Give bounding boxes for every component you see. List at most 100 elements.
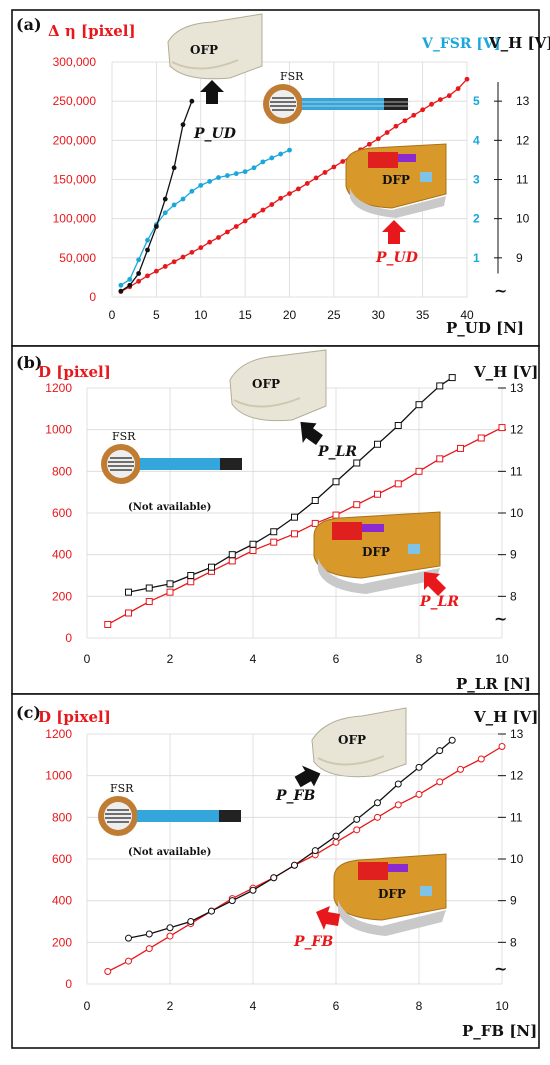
data-point-black <box>436 382 444 390</box>
x-tick-label: 15 <box>238 308 252 322</box>
data-point-red <box>260 207 266 213</box>
y-right-tick-label: 13 <box>510 727 524 741</box>
x-tick-label: 20 <box>283 308 297 322</box>
x-tick-label: 10 <box>194 308 208 322</box>
data-point-black <box>228 551 236 559</box>
panel-a-ofp-annotation: P_UD <box>193 126 237 142</box>
y-left-tick-label: 800 <box>52 810 72 824</box>
data-point-black <box>291 861 298 869</box>
y-left-tick-label: 200 <box>52 589 72 603</box>
panel-a-left-axis-title: Δ η [pixel] <box>48 22 136 40</box>
data-point-black <box>228 897 236 905</box>
y-right-tick-label: 11 <box>516 173 529 187</box>
data-point-black <box>394 422 402 429</box>
data-point-black <box>162 196 168 202</box>
y-left-tick-label: 400 <box>52 894 72 908</box>
y-right-tick-label: 11 <box>510 464 523 478</box>
panel-c-ofp-annotation: P_FB <box>275 788 315 804</box>
data-point-red <box>374 490 381 498</box>
data-point-red <box>332 838 340 846</box>
data-point-red <box>249 547 257 554</box>
x-tick-label: 2 <box>167 999 174 1013</box>
data-point-black <box>332 832 340 840</box>
panel-a-right-axis-title-h: V_H [V] <box>488 34 550 52</box>
data-point-red <box>477 434 485 442</box>
data-point-black <box>249 886 257 894</box>
data-point-red <box>136 278 142 284</box>
panel-b-ofp-arrow <box>300 421 323 445</box>
data-point-red <box>477 755 485 763</box>
series-line-red <box>120 78 468 293</box>
panel-c-dfp-label: DFP <box>378 887 406 901</box>
x-tick-label: 8 <box>416 999 423 1013</box>
data-point-red <box>125 957 132 965</box>
panel-c-label: (c) <box>16 703 41 722</box>
data-point-red <box>311 519 319 527</box>
panel-a: (a) Δ η [pixel] V_FSR [V] V_H [V] 0 50,00… <box>11 9 550 347</box>
data-point-black <box>311 847 319 855</box>
data-point-red <box>429 101 434 107</box>
y-right-tick-label: 13 <box>510 381 524 395</box>
data-point-red <box>498 743 506 750</box>
x-tick-label: 4 <box>250 999 257 1013</box>
y-right-tick-label: 11 <box>510 810 523 824</box>
data-point-black <box>166 924 174 932</box>
data-point-red <box>457 765 464 773</box>
x-tick-label: 8 <box>416 652 423 666</box>
panel-c-fsr-device: FSR (Not available) <box>98 782 241 858</box>
data-point-red <box>353 826 361 834</box>
panel-c-left-axis-title: D [pixel] <box>38 708 111 726</box>
data-point-blue <box>260 159 266 165</box>
data-point-red <box>446 93 452 99</box>
panel-b-dfp-device: DFP <box>313 511 441 594</box>
panel-a-frame <box>11 9 540 347</box>
data-point-red <box>166 588 174 596</box>
data-point-black <box>187 918 195 925</box>
data-point-blue <box>118 282 124 288</box>
data-point-red <box>207 239 213 245</box>
y-left-tick-label: 800 <box>52 464 72 478</box>
data-point-black <box>145 930 153 938</box>
y-left-tick-label: 1000 <box>45 423 72 437</box>
data-point-red <box>394 480 402 488</box>
y-left-tick-label: 600 <box>52 506 72 520</box>
y-left-tick-label: 1200 <box>45 381 72 395</box>
data-point-blue <box>224 173 230 178</box>
data-point-black <box>180 122 186 128</box>
data-point-blue <box>269 155 275 161</box>
x-tick-label: 10 <box>495 999 509 1013</box>
data-point-black <box>208 907 215 915</box>
y-right-tick-label: 12 <box>510 769 524 783</box>
x-tick-label: 5 <box>153 308 160 322</box>
data-point-blue <box>171 202 177 208</box>
data-point-black <box>153 224 159 229</box>
y-left-tick-label: 100,000 <box>53 212 97 226</box>
panel-a-dfp-label: DFP <box>382 173 410 187</box>
panel-c-dfp-device: DFP <box>333 853 447 936</box>
y-left-tick-label: 0 <box>65 977 72 991</box>
data-point-black <box>436 747 444 755</box>
data-point-black <box>208 563 215 571</box>
panel-b-ofp-label: OFP <box>252 377 280 391</box>
panel-b-x-axis-title: P_LR [N] <box>456 675 531 693</box>
data-point-red <box>171 259 177 265</box>
data-point-black <box>125 588 132 596</box>
data-point-red <box>464 76 470 82</box>
panel-a-dfp-device: DFP <box>345 143 447 218</box>
y-right-fsr-tick-label: 1 <box>473 251 480 265</box>
data-point-red <box>457 444 464 452</box>
y-left-tick-label: 400 <box>52 548 72 562</box>
data-point-red <box>313 175 319 181</box>
data-point-black <box>332 478 340 486</box>
data-point-red <box>411 112 417 118</box>
y-left-tick-label: 600 <box>52 852 72 866</box>
x-tick-label: 6 <box>333 652 340 666</box>
data-point-black <box>189 98 195 104</box>
data-point-red <box>180 254 186 260</box>
y-right-tick-label: 13 <box>516 94 530 108</box>
y-left-tick-label: 1200 <box>45 727 72 741</box>
data-point-black <box>118 288 124 294</box>
data-point-red <box>189 249 195 255</box>
data-point-red <box>374 813 381 821</box>
data-point-black <box>145 584 153 592</box>
